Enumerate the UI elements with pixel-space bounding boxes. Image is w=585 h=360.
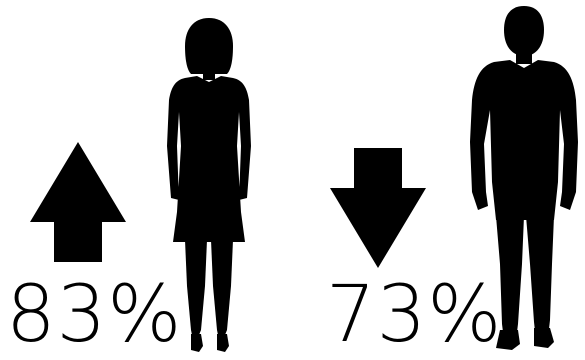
arrow-down-icon <box>330 148 426 268</box>
percent-men: 73% <box>326 270 503 360</box>
arrow-up-icon <box>30 142 126 262</box>
man-silhouette-icon <box>470 6 578 350</box>
percent-women: 83% <box>6 270 183 360</box>
woman-silhouette-icon <box>167 18 251 352</box>
